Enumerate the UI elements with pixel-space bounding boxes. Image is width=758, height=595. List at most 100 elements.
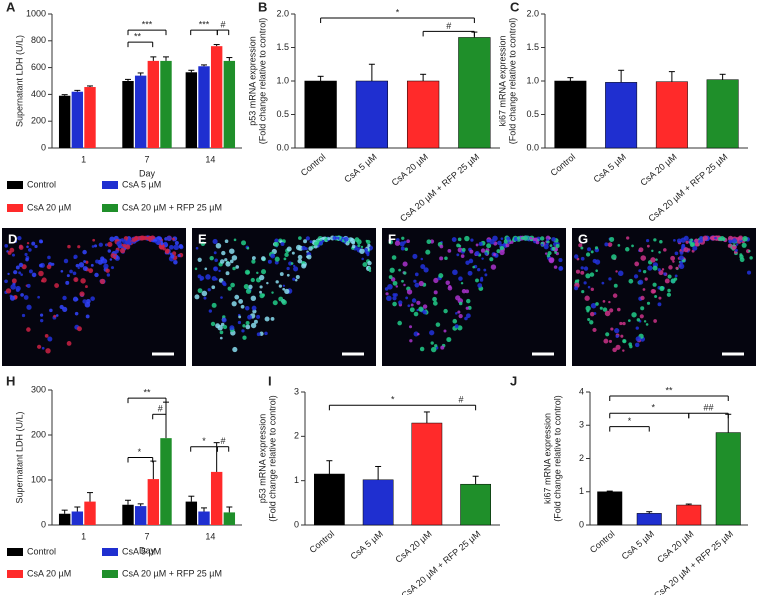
panel-letter: C (510, 0, 520, 14)
error-bar (317, 75, 324, 81)
cell-nucleus (422, 310, 427, 315)
panel-letter: H (6, 373, 15, 388)
cell-nucleus (241, 329, 245, 333)
cell-nucleus (327, 237, 331, 241)
cell-nucleus (40, 313, 44, 317)
cell-nucleus (40, 240, 43, 244)
cell-nucleus (451, 237, 457, 242)
significance-mark: * (138, 447, 142, 457)
cell-nucleus (224, 239, 229, 244)
cell-nucleus (109, 258, 113, 261)
cell-nucleus (122, 244, 127, 248)
cell-nucleus (467, 270, 473, 276)
cell-nucleus (500, 237, 504, 240)
error-bar (472, 475, 479, 485)
bar (655, 81, 688, 149)
cell-nucleus (367, 243, 371, 248)
cell-nucleus (13, 270, 18, 275)
cell-nucleus (615, 344, 621, 350)
cell-nucleus (486, 238, 491, 243)
cell-nucleus (477, 283, 483, 288)
cell-nucleus (209, 255, 214, 261)
cell-nucleus (674, 251, 679, 256)
cell-nucleus (425, 249, 431, 255)
significance-mark: * (396, 7, 400, 17)
cell-nucleus (738, 235, 744, 241)
cell-nucleus (400, 246, 405, 251)
cell-nucleus (231, 255, 238, 261)
y-tick-label: 3 (294, 386, 299, 396)
y-axis-label: Supernatant LDH (U/L) (14, 35, 24, 127)
legend-swatch (7, 204, 23, 212)
cell-nucleus (651, 249, 654, 253)
cell-nucleus (672, 260, 675, 263)
cell-nucleus (628, 342, 632, 347)
cell-nucleus (18, 271, 22, 275)
cell-nucleus (506, 236, 511, 241)
cell-nucleus (388, 239, 393, 245)
y-tick-label: 1.0 (526, 75, 539, 85)
cell-nucleus (615, 270, 618, 273)
cell-nucleus (222, 324, 228, 330)
cell-nucleus (177, 253, 181, 258)
cell-nucleus (430, 341, 434, 345)
cell-nucleus (418, 306, 424, 312)
cell-nucleus (143, 235, 148, 241)
cell-nucleus (46, 264, 52, 270)
cell-nucleus (673, 277, 678, 281)
cell-nucleus (242, 324, 246, 328)
cell-nucleus (18, 262, 24, 268)
cell-nucleus (229, 259, 234, 264)
cell-nucleus (595, 269, 598, 272)
cell-nucleus (423, 267, 429, 273)
cell-nucleus (225, 271, 230, 276)
cell-nucleus (479, 278, 484, 282)
cell-nucleus (419, 346, 425, 352)
panel-letter: D (8, 231, 17, 246)
y-tick-label: 1000 (26, 8, 46, 18)
cell-nucleus (225, 261, 231, 267)
bar (597, 491, 623, 526)
cell-nucleus (286, 273, 290, 277)
cell-nucleus (484, 252, 488, 256)
cell-nucleus (297, 258, 303, 264)
error-bar (150, 56, 157, 61)
cell-nucleus (82, 249, 87, 255)
cell-nucleus (522, 235, 529, 241)
cell-nucleus (214, 258, 218, 263)
cell-nucleus (362, 262, 368, 268)
cell-nucleus (447, 285, 453, 291)
x-tick-label: Control (588, 529, 617, 555)
x-tick-label: CsA 5 µM (348, 529, 384, 562)
cell-nucleus (91, 245, 95, 248)
cell-nucleus (259, 285, 263, 289)
cell-nucleus (534, 237, 538, 242)
cell-nucleus (165, 248, 170, 254)
panel-letter: I (268, 373, 272, 388)
cell-nucleus (544, 252, 548, 255)
cell-nucleus (245, 324, 251, 330)
cell-nucleus (626, 236, 630, 240)
cell-nucleus (169, 244, 174, 250)
cell-nucleus (212, 238, 218, 245)
cell-nucleus (645, 323, 649, 326)
cell-nucleus (465, 313, 471, 319)
cell-nucleus (465, 260, 470, 265)
cell-nucleus (426, 239, 432, 245)
cell-nucleus (433, 290, 438, 295)
cell-nucleus (604, 242, 609, 247)
cell-nucleus (398, 300, 403, 305)
cell-nucleus (678, 263, 685, 270)
cell-nucleus (455, 295, 461, 301)
bar (185, 72, 198, 148)
bar (160, 60, 172, 148)
y-tick-label: 2 (579, 453, 584, 463)
cell-nucleus (235, 265, 240, 269)
y-tick-label: 600 (31, 62, 46, 72)
cell-nucleus (664, 278, 670, 284)
cell-nucleus (218, 269, 221, 273)
cell-nucleus (305, 236, 310, 241)
cell-nucleus (297, 254, 303, 260)
cell-nucleus (114, 249, 119, 254)
y-tick-label: 2 (294, 431, 299, 441)
